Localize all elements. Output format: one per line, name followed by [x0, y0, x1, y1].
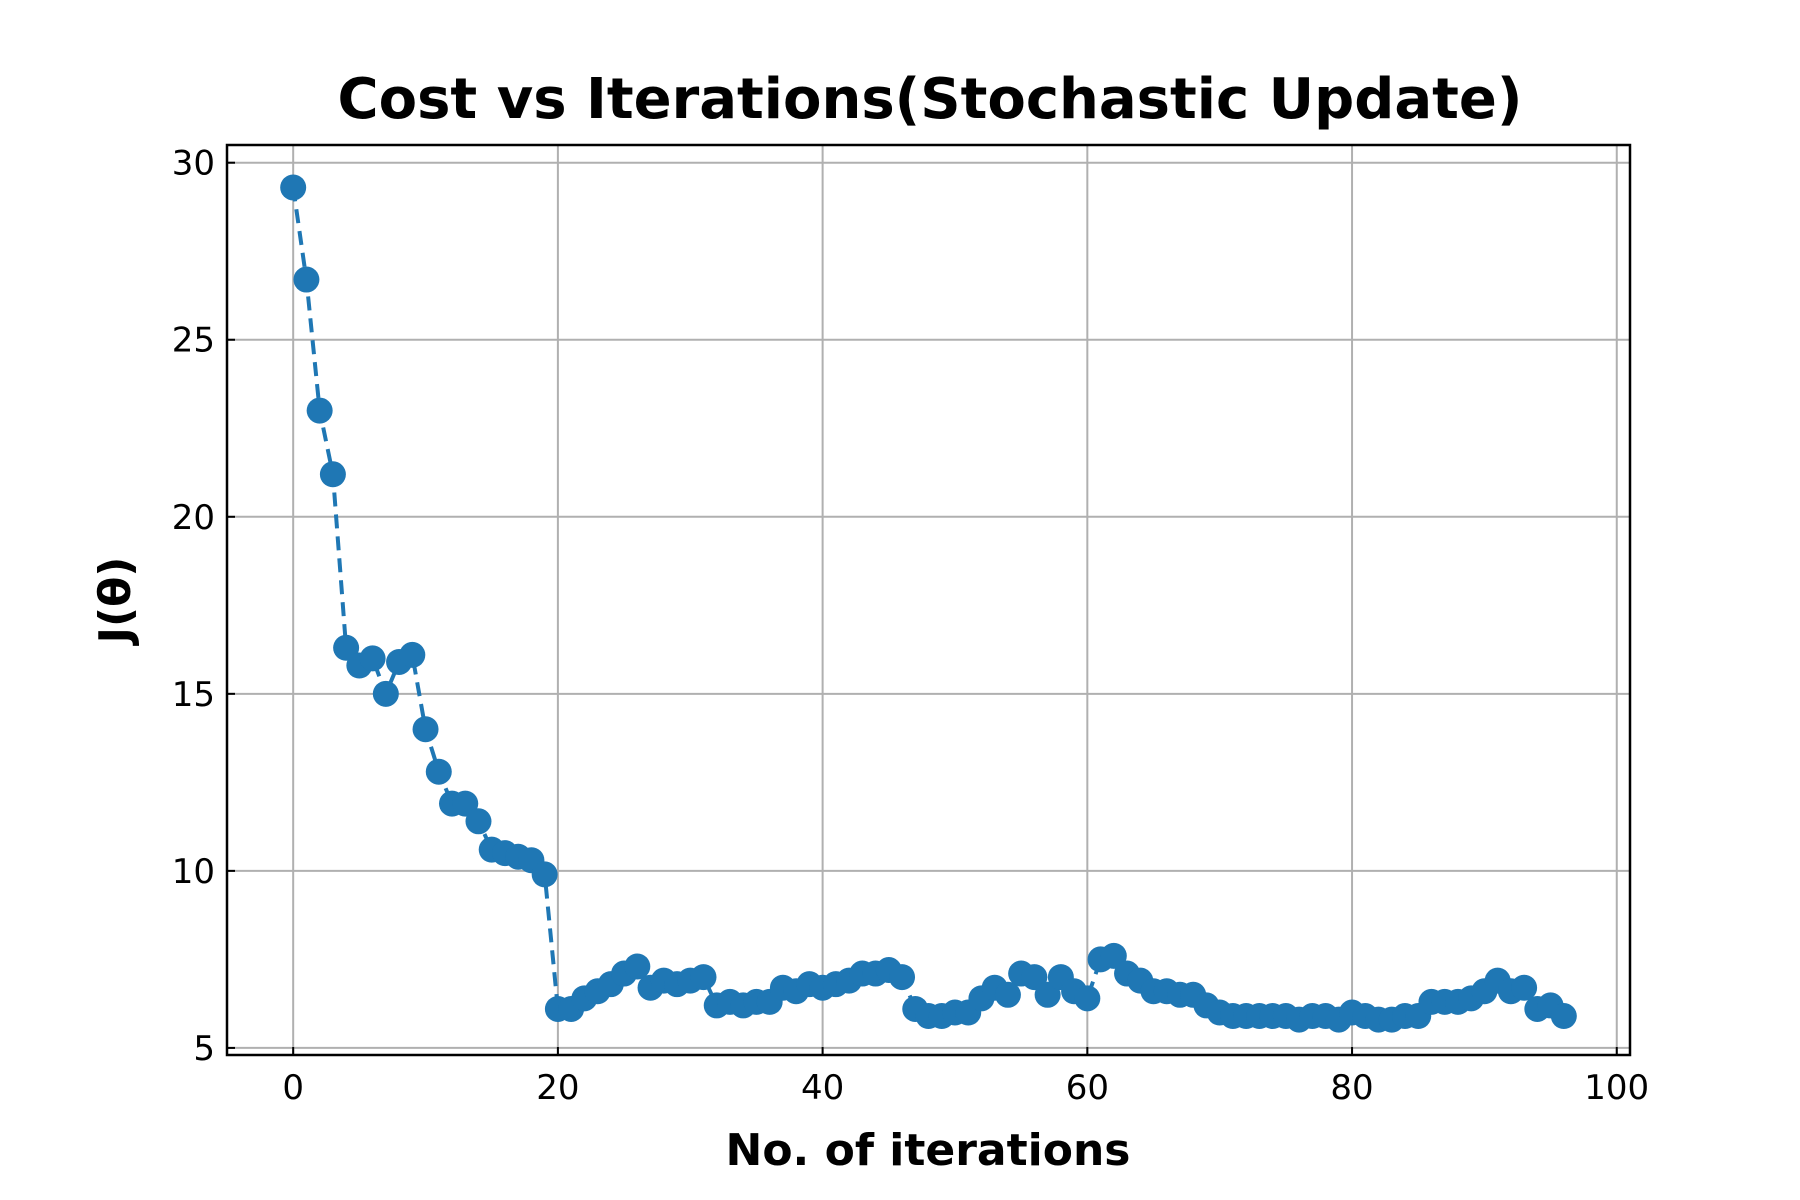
data-point	[452, 790, 479, 817]
data-point	[1021, 964, 1048, 991]
y-tick-label: 15	[172, 675, 215, 715]
x-tick-label: 60	[1066, 1068, 1109, 1108]
chart-title: Cost vs Iterations(Stochastic Update)	[338, 67, 1523, 132]
x-axis-label: No. of iterations	[726, 1125, 1131, 1176]
y-tick-label: 5	[193, 1029, 215, 1069]
series-layer	[280, 174, 1577, 1033]
data-point	[293, 266, 320, 293]
data-point	[399, 641, 426, 668]
y-tick-label: 30	[172, 144, 215, 184]
data-point	[1034, 981, 1061, 1008]
data-point	[372, 680, 399, 707]
y-tick-label: 25	[172, 321, 215, 361]
y-axis-label: J(θ)	[90, 557, 141, 647]
data-point	[465, 808, 492, 835]
x-tick-label: 100	[1584, 1068, 1649, 1108]
data-point	[1550, 1003, 1577, 1030]
data-point	[319, 461, 346, 488]
data-point	[1100, 942, 1127, 969]
grid	[227, 145, 1630, 1055]
data-point	[1074, 985, 1101, 1012]
data-point	[1511, 974, 1538, 1001]
y-tick-label: 10	[172, 852, 215, 892]
data-point	[412, 716, 439, 743]
data-point	[889, 964, 916, 991]
x-tick-label: 80	[1330, 1068, 1373, 1108]
data-point	[280, 174, 307, 201]
data-point	[690, 964, 717, 991]
data-point	[624, 953, 651, 980]
data-point	[531, 861, 558, 888]
x-tick-label: 40	[801, 1068, 844, 1108]
x-tick-label: 0	[282, 1068, 304, 1108]
y-tick-label: 20	[172, 498, 215, 538]
tick-layer: 0 20 40 60 80 100 5 10 15 20 25 30	[172, 144, 1649, 1108]
data-point	[333, 634, 360, 661]
data-point	[994, 981, 1021, 1008]
plot-frame	[225, 143, 1632, 1057]
data-point	[306, 397, 333, 424]
data-point	[425, 758, 452, 785]
data-point	[359, 645, 386, 672]
x-tick-label: 20	[536, 1068, 579, 1108]
